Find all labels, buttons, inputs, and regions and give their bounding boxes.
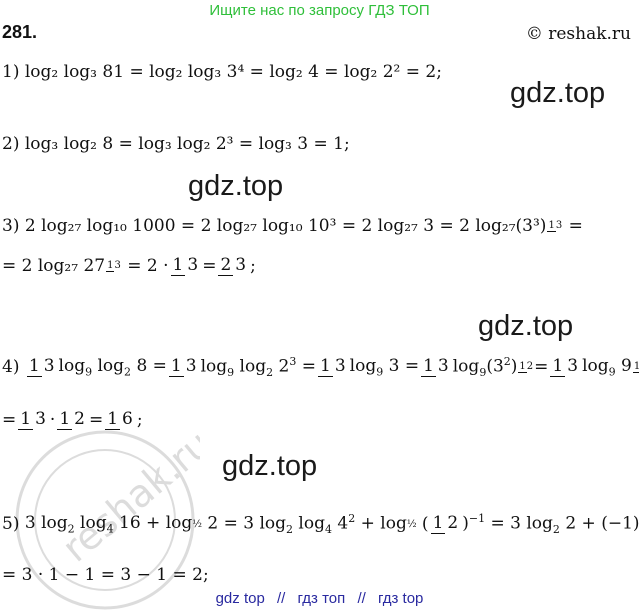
watermark-3: gdz.top: [478, 310, 574, 342]
exponent-fraction: 13: [547, 219, 563, 232]
footer-link-1[interactable]: gdz top: [215, 590, 265, 607]
item-label: 1): [2, 62, 20, 82]
watermark-4: gdz.top: [222, 450, 318, 482]
site-credit: © reshak.ru: [525, 24, 631, 44]
footer-separator: //: [276, 590, 286, 607]
problem-number: 281.: [2, 22, 38, 42]
expression: = 2 log₂₇ 27: [2, 256, 106, 276]
footer-links: gdz top // гдз топ // гдз top: [0, 590, 639, 607]
svg-text:reshak.ru: reshak.ru: [54, 425, 200, 571]
footer-link-3[interactable]: гдз top: [377, 590, 424, 607]
top-banner: Ищите нас по запросу ГДЗ ТОП: [209, 2, 430, 19]
item-label: 5): [2, 514, 20, 535]
solution-line-5: 5) 3 log2 log4 16 + log ½ 2 = 3 log2 log…: [2, 512, 639, 537]
solution-line-1: 1) log₂ log₃ 81 = log₂ log₃ 3⁴ = log₂ 4 …: [2, 62, 442, 82]
expression: 2 log₂₇ log₁₀ 1000 = 2 log₂₇ log₁₀ 10³ =…: [24, 216, 547, 236]
item-label: 2): [2, 134, 20, 154]
item-label: 3): [2, 216, 20, 236]
solution-line-3: 3) 2 log₂₇ log₁₀ 1000 = 2 log₂₇ log₁₀ 10…: [2, 216, 583, 236]
expression: log₂ log₃ 81 = log₂ log₃ 3⁴ = log₂ 4 = l…: [24, 62, 442, 82]
item-label: 4): [2, 357, 20, 378]
reshak-seal-icon: reshak.ru: [15, 425, 200, 610]
expression: log₃ log₂ 8 = log₃ log₂ 2³ = log₃ 3 = 1;: [24, 134, 350, 154]
footer-link-2[interactable]: гдз топ: [297, 590, 346, 607]
footer-separator: //: [357, 590, 366, 607]
watermark-2: gdz.top: [188, 170, 284, 202]
solution-line-2: 2) log₃ log₂ 8 = log₃ log₂ 2³ = log₃ 3 =…: [2, 134, 350, 154]
watermark-1: gdz.top: [510, 77, 606, 109]
solution-line-5b: = 3 · 1 − 1 = 3 − 1 = 2;: [2, 565, 209, 585]
